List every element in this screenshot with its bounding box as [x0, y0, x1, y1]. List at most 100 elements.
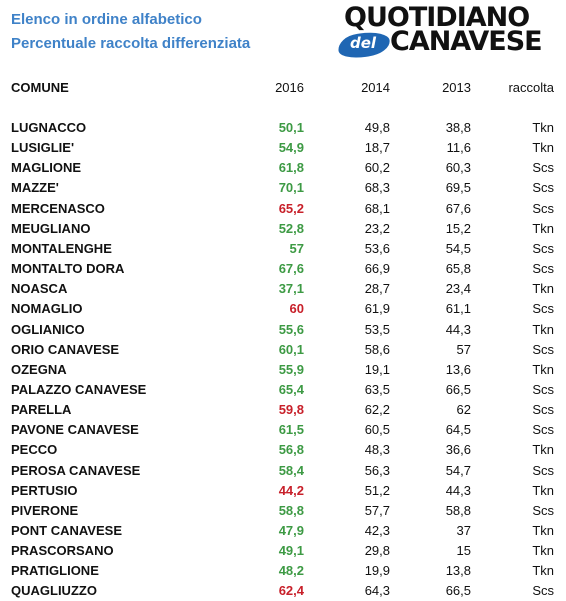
comune-cell: PONT CANAVESE	[11, 523, 122, 538]
comune-cell: OGLIANICO	[11, 321, 85, 337]
table-row: PAVONE CANAVESE 61,5 60,5 64,5 Scs	[0, 420, 566, 440]
table-row: NOMAGLIO 60 61,9 61,1 Scs	[0, 299, 566, 319]
value-2013-cell: 65,8	[445, 261, 471, 277]
value-2016-cell: 60,1	[278, 341, 304, 357]
raccolta-cell: Scs	[532, 502, 554, 518]
value-2013-cell: 44,3	[445, 321, 471, 337]
value-2016-cell: 65,2	[278, 200, 304, 216]
value-2013-cell: 66,5	[445, 583, 471, 599]
value-2014-cell: 42,3	[364, 523, 390, 538]
comune-cell: LUGNACCO	[11, 120, 87, 135]
table-header: COMUNE 2016 2014 2013 raccolta	[0, 78, 566, 98]
comune-cell: PRATIGLIONE	[11, 563, 99, 579]
table-row: MONTALTO DORA 67,6 66,9 65,8 Scs	[0, 259, 566, 279]
comune-cell: MEUGLIANO	[11, 220, 91, 236]
value-2016-cell: 50,1	[278, 120, 304, 135]
value-2014-cell: 58,6	[364, 341, 390, 357]
raccolta-cell: Tkn	[532, 482, 554, 498]
table-row: NOASCA 37,1 28,7 23,4 Tkn	[0, 279, 566, 299]
value-2016-cell: 57	[289, 240, 304, 256]
raccolta-cell: Scs	[532, 180, 554, 196]
value-2013-cell: 57	[456, 341, 471, 357]
raccolta-cell: Scs	[532, 301, 554, 317]
comune-cell: MONTALTO DORA	[11, 261, 125, 277]
raccolta-cell: Scs	[532, 462, 554, 478]
header-2013: 2013	[442, 80, 471, 95]
value-2014-cell: 64,3	[364, 583, 390, 599]
table-row: PRASCORSANO 49,1 29,8 15 Tkn	[0, 541, 566, 561]
value-2016-cell: 67,6	[278, 261, 304, 277]
comune-cell: PIVERONE	[11, 502, 79, 518]
table-row: PIVERONE 58,8 57,7 58,8 Scs	[0, 501, 566, 521]
raccolta-cell: Scs	[532, 422, 554, 438]
comune-cell: MONTALENGHE	[11, 240, 112, 256]
table-row: PRATIGLIONE 48,2 19,9 13,8 Tkn	[0, 561, 566, 581]
value-2013-cell: 58,8	[445, 502, 471, 518]
title-line-2: Percentuale raccolta differenziata	[11, 35, 251, 52]
raccolta-cell: Tkn	[532, 120, 554, 135]
raccolta-cell: Tkn	[532, 442, 554, 458]
value-2014-cell: 53,5	[364, 321, 390, 337]
value-2016-cell: 58,8	[278, 502, 304, 518]
value-2016-cell: 56,8	[278, 442, 304, 458]
value-2013-cell: 54,7	[445, 462, 471, 478]
value-2014-cell: 63,5	[364, 381, 390, 397]
value-2013-cell: 13,8	[445, 563, 471, 579]
raccolta-cell: Tkn	[532, 140, 554, 156]
value-2016-cell: 62,4	[278, 583, 304, 599]
comune-cell: PECCO	[11, 442, 58, 458]
value-2013-cell: 62	[456, 402, 471, 418]
newspaper-logo: QUOTIDIANO del CANAVESE	[336, 2, 558, 61]
value-2016-cell: 61,5	[278, 422, 304, 438]
value-2014-cell: 28,7	[364, 281, 390, 297]
table-row: MONTALENGHE 57 53,6 54,5 Scs	[0, 239, 566, 259]
comune-cell: MERCENASCO	[11, 200, 105, 216]
value-2014-cell: 23,2	[364, 220, 390, 236]
comune-cell: QUAGLIUZZO	[11, 583, 97, 599]
raccolta-cell: Scs	[532, 402, 554, 418]
value-2014-cell: 49,8	[364, 120, 390, 135]
comune-cell: PALAZZO CANAVESE	[11, 381, 147, 397]
value-2016-cell: 70,1	[278, 180, 304, 196]
raccolta-cell: Tkn	[532, 361, 554, 377]
value-2014-cell: 61,9	[364, 301, 390, 317]
raccolta-cell: Scs	[532, 160, 554, 176]
value-2016-cell: 61,8	[278, 160, 304, 176]
value-2014-cell: 48,3	[364, 442, 390, 458]
value-2016-cell: 54,9	[278, 140, 304, 156]
value-2013-cell: 66,5	[445, 381, 471, 397]
comune-cell: LUSIGLIE'	[11, 140, 75, 156]
value-2013-cell: 54,5	[445, 240, 471, 256]
value-2013-cell: 15	[456, 543, 471, 559]
table-row: PEROSA CANAVESE 58,4 56,3 54,7 Scs	[0, 461, 566, 481]
value-2013-cell: 11,6	[446, 140, 471, 156]
title-block: Elenco in ordine alfabetico Percentuale …	[11, 8, 250, 56]
comune-cell: ORIO CANAVESE	[11, 341, 120, 357]
value-2016-cell: 49,1	[278, 543, 304, 559]
header-raccolta: raccolta	[508, 80, 554, 95]
value-2014-cell: 66,9	[364, 261, 390, 277]
value-2016-cell: 65,4	[278, 381, 304, 397]
value-2016-cell: 52,8	[278, 220, 304, 236]
table-row: LUGNACCO 50,1 49,8 38,8 Tkn	[0, 118, 566, 138]
table-row: OZEGNA 55,9 19,1 13,6 Tkn	[0, 360, 566, 380]
table-row: MAZZE' 70,1 68,3 69,5 Scs	[0, 178, 566, 198]
comune-cell: OZEGNA	[11, 361, 67, 377]
table-row: MAGLIONE 61,8 60,2 60,3 Scs	[0, 158, 566, 178]
raccolta-cell: Tkn	[532, 523, 554, 538]
value-2014-cell: 68,3	[364, 180, 390, 196]
raccolta-cell: Scs	[532, 341, 554, 357]
comune-cell: PAVONE CANAVESE	[11, 422, 139, 438]
header-comune: COMUNE	[11, 80, 69, 95]
table-row: MEUGLIANO 52,8 23,2 15,2 Tkn	[0, 219, 566, 239]
value-2013-cell: 37	[456, 523, 471, 538]
table-row: PARELLA 59,8 62,2 62 Scs	[0, 400, 566, 420]
value-2013-cell: 69,5	[445, 180, 471, 196]
value-2016-cell: 55,9	[278, 361, 304, 377]
value-2014-cell: 19,9	[364, 563, 390, 579]
raccolta-cell: Tkn	[532, 281, 554, 297]
raccolta-cell: Tkn	[532, 563, 554, 579]
value-2016-cell: 37,1	[278, 281, 304, 297]
table-row: LUSIGLIE' 54,9 18,7 11,6 Tkn	[0, 138, 566, 158]
value-2013-cell: 61,1	[445, 301, 471, 317]
